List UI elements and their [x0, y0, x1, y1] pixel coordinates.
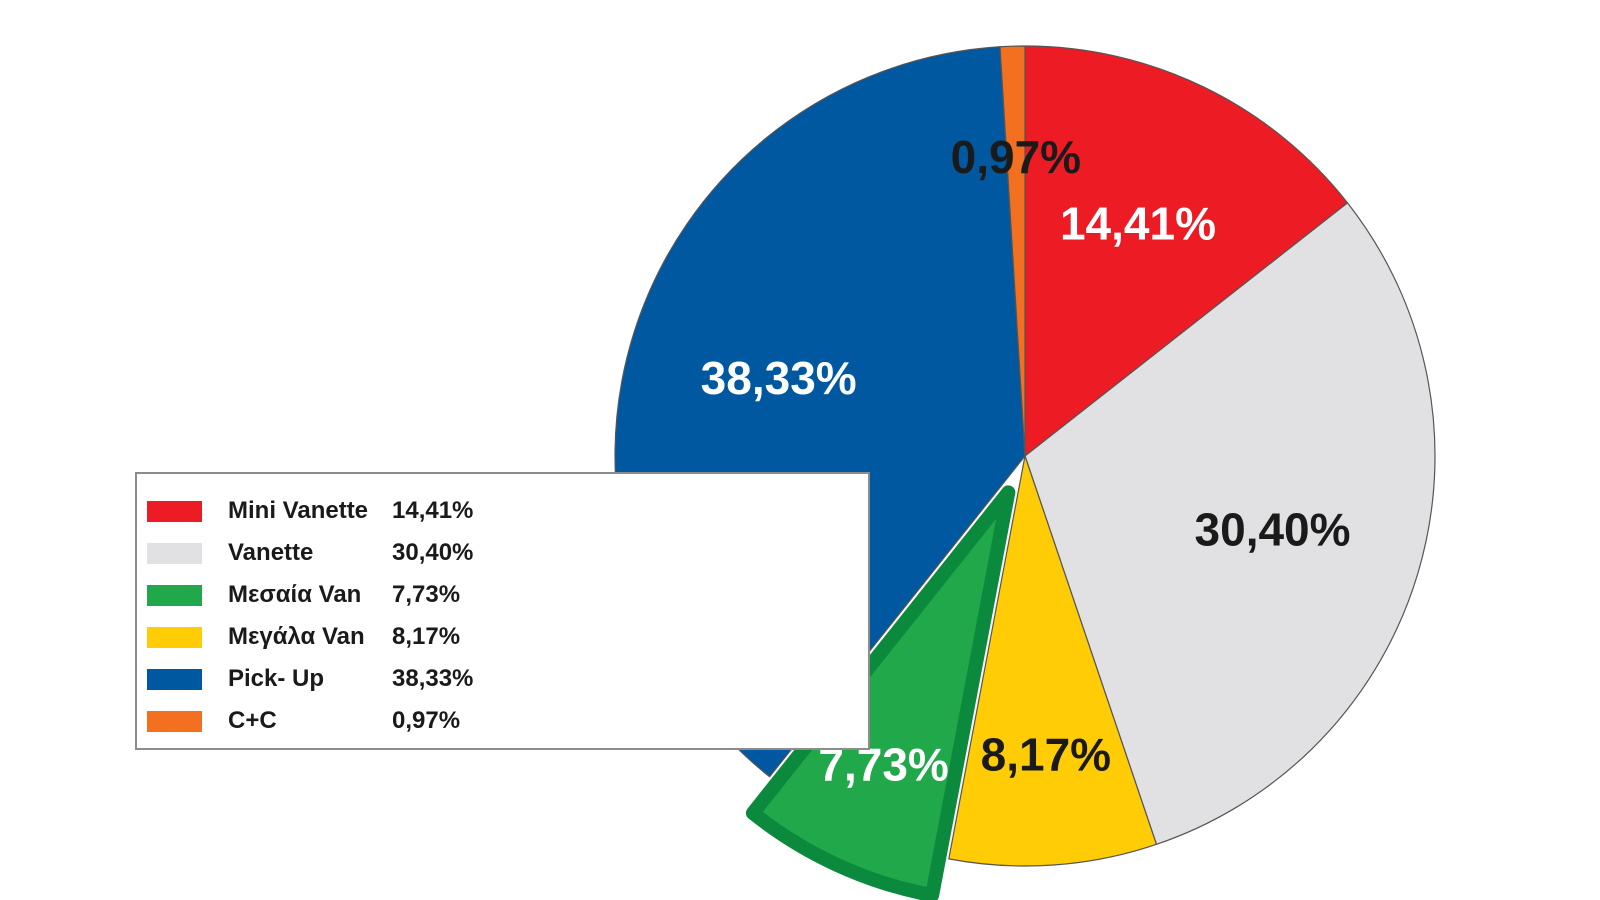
legend-item: Μεσαία Van 7,73% — [147, 580, 460, 610]
legend-label: Pick- Up — [228, 665, 325, 692]
legend-item: Μεγάλα Van 8,17% — [147, 622, 460, 652]
legend-label: Μεσαία Van — [228, 581, 362, 608]
legend-item: Pick- Up 38,33% — [147, 664, 473, 694]
legend-swatch — [147, 500, 202, 522]
pie-slice-mini-vanette — [1024, 45, 1349, 457]
legend-value: 8,17% — [392, 623, 461, 650]
pie-slice-vanette — [1024, 202, 1436, 845]
pie-slice-μεσαία-van — [745, 485, 1016, 900]
legend-value: 38,33% — [392, 665, 474, 692]
pie-slice-μεγάλα-van — [948, 455, 1158, 867]
legend-value: 7,73% — [392, 581, 461, 608]
legend-label: Μεγάλα Van — [228, 623, 365, 650]
legend-value: 14,41% — [392, 497, 474, 524]
legend-item: C+C 0,97% — [147, 706, 460, 736]
legend-label: Vanette — [228, 539, 314, 566]
data-label-pick-up: 38,33% — [701, 352, 857, 404]
data-label-vanette: 30,40% — [1195, 504, 1351, 556]
legend-item: Vanette 30,40% — [147, 538, 473, 568]
legend-value: 30,40% — [392, 539, 474, 566]
legend-swatch — [147, 668, 202, 690]
legend-swatch — [147, 626, 202, 648]
legend-value: 0,97% — [392, 707, 461, 734]
legend: Mini Vanette 14,41% Vanette 30,40% Μεσαί… — [135, 472, 870, 750]
data-label-c-c: 0,97% — [951, 131, 1081, 183]
data-label-μεγάλα-van: 8,17% — [981, 729, 1111, 781]
legend-swatch — [147, 542, 202, 564]
pie-slice-c-c — [999, 45, 1026, 457]
legend-swatch — [147, 710, 202, 732]
data-label-mini-vanette: 14,41% — [1060, 198, 1216, 250]
legend-swatch — [147, 584, 202, 606]
legend-item: Mini Vanette 14,41% — [147, 496, 473, 526]
legend-label: C+C — [228, 707, 277, 734]
legend-label: Mini Vanette — [228, 497, 369, 524]
